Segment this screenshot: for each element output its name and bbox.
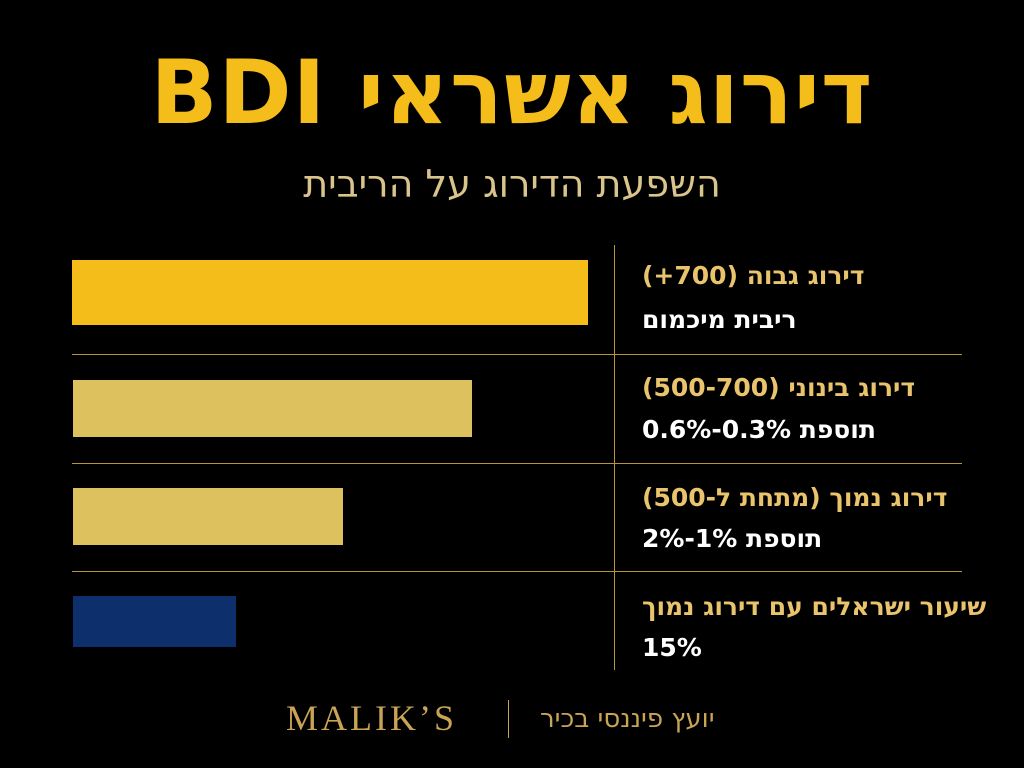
- row-label: שיעור ישראלים עם דירוג נמוך: [642, 592, 987, 621]
- divider: [72, 354, 962, 355]
- title: דירוג אשראי BDI: [150, 41, 874, 144]
- row-detail: ריבית מיכמום: [642, 305, 797, 334]
- divider: [614, 245, 615, 670]
- bar: [73, 596, 236, 647]
- bar: [72, 260, 588, 325]
- tagline: יועץ פיננסי בכיר: [540, 704, 715, 734]
- bar: [73, 380, 472, 437]
- row-label: דירוג נמוך (מתחת ל-500): [642, 483, 948, 512]
- divider: [72, 571, 962, 572]
- row-detail: 15%: [642, 633, 702, 662]
- row-detail: תוספת 1%-2%: [642, 524, 823, 553]
- bar: [73, 488, 343, 545]
- divider: [72, 463, 962, 464]
- row-detail: תוספת 0.3%-0.6%: [642, 415, 876, 444]
- row-label: דירוג בינוני (500-700): [642, 373, 916, 402]
- subtitle: השפעת הדירוג על הריבית: [303, 162, 721, 206]
- row-label: דירוג גבוה (700+): [642, 261, 865, 290]
- brand: MALIK’S: [286, 698, 457, 738]
- separator: [508, 700, 509, 738]
